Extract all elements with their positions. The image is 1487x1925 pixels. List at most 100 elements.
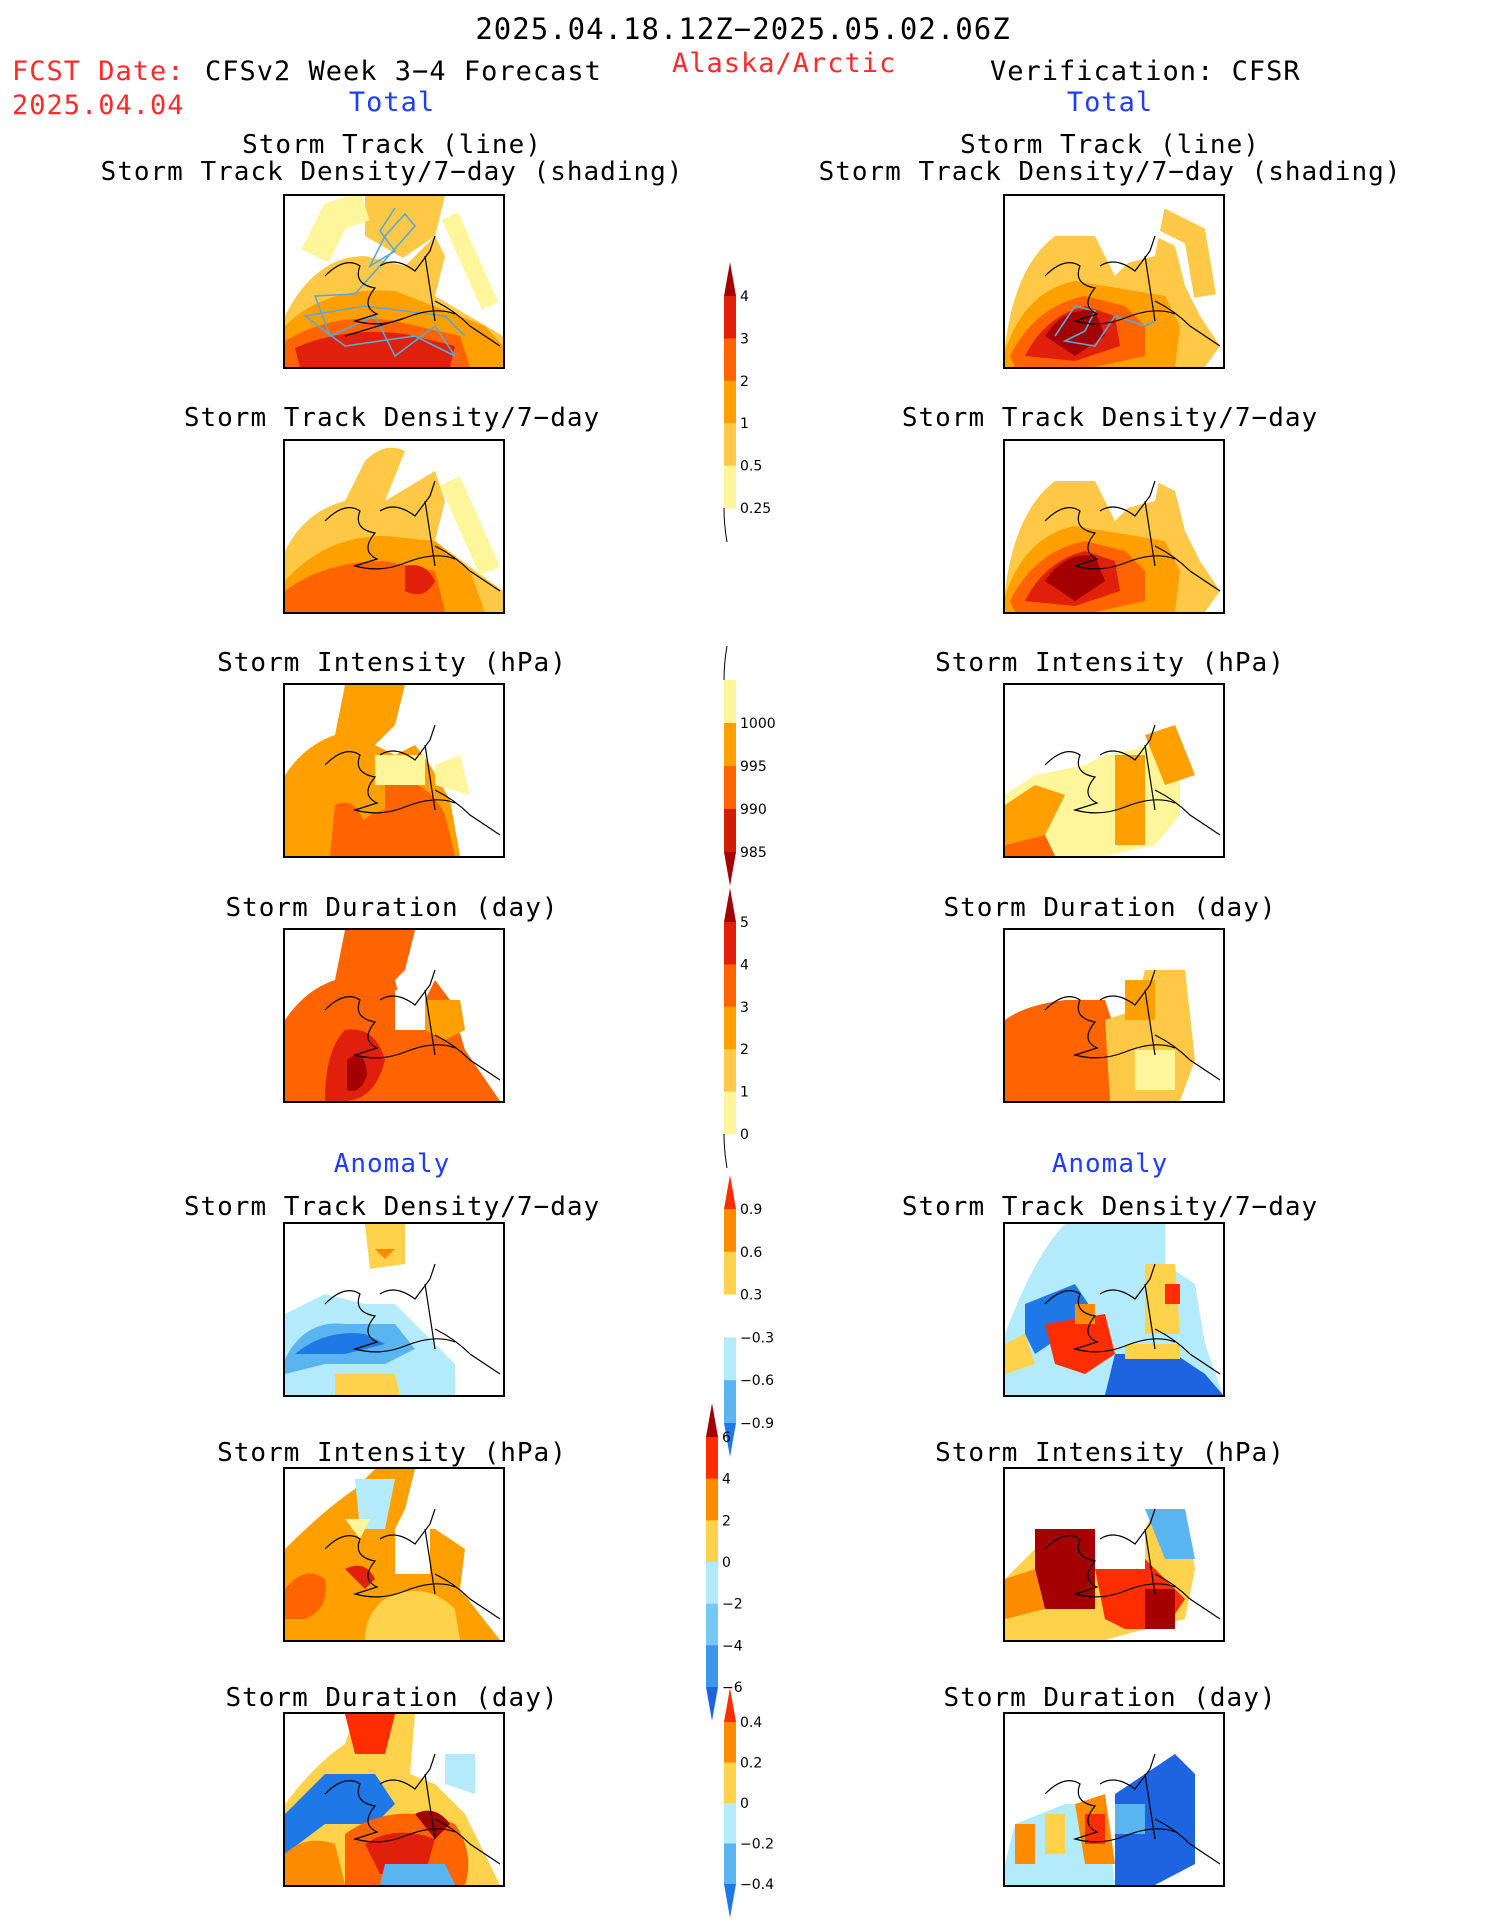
coastline <box>1044 235 1221 347</box>
colorbar-segment <box>724 922 736 965</box>
colorbar-tip-top <box>724 1688 736 1722</box>
coastline <box>1044 969 1221 1081</box>
colorbar-tick-label: 995 <box>740 759 767 775</box>
colorbar-segment <box>724 1762 736 1804</box>
colorbar-tick-label: 6 <box>722 1430 731 1446</box>
right-intensity-map <box>1003 683 1225 858</box>
colorbar-tip-top <box>724 1175 736 1209</box>
colorbar-segment <box>706 1437 718 1480</box>
colorbar-tick-label: 0.5 <box>740 459 762 475</box>
colorbar-tick-label: −0.2 <box>740 1837 774 1853</box>
left-intensity-anom-title: Storm Intensity (hPa) <box>217 1438 567 1468</box>
left-duration-title: Storm Duration (day) <box>225 893 559 923</box>
colorbar-tick-label: 990 <box>740 802 767 818</box>
colorbar-segment <box>724 423 736 467</box>
colorbar-segment <box>724 1091 736 1135</box>
colorbar-tick-label: 0.6 <box>740 1245 762 1261</box>
colorbar-segment <box>724 964 736 1008</box>
left-anomaly-label: Anomaly <box>333 1149 451 1179</box>
colorbar-segment <box>724 1803 736 1844</box>
colorbar-segment <box>724 766 736 810</box>
right-density-anom-map <box>1003 1222 1225 1397</box>
colorbar-tick-label: −0.6 <box>740 1373 774 1389</box>
coastline <box>324 969 501 1081</box>
colorbar-tip-bottom <box>706 1687 718 1721</box>
colorbar-tick-label: 4 <box>722 1472 731 1488</box>
left-density-title: Storm Track Density/7−day <box>183 403 601 433</box>
colorbar-tip-bottom <box>724 1884 736 1918</box>
coastline <box>324 724 501 836</box>
colorbar-duration-anomaly: 0.4 0.2 0 −0.2 −0.4 <box>718 1688 808 1918</box>
colorbar-segment <box>724 465 736 509</box>
colorbar-tick-label: 0.9 <box>740 1202 762 1218</box>
right-total-label: Total <box>1066 87 1154 118</box>
forecast-title: CFSv2 Week 3−4 Forecast <box>205 56 602 87</box>
colorbar-segment <box>706 1520 718 1563</box>
colorbar-segment <box>706 1478 718 1521</box>
right-track-map <box>1003 194 1225 369</box>
colorbar-tick-label: −0.4 <box>740 1877 774 1893</box>
colorbar-segment <box>724 338 736 382</box>
colorbar-tick-label: −0.9 <box>740 1416 774 1432</box>
right-track-title-1: Storm Track (line) <box>960 130 1260 160</box>
colorbar-segment <box>724 1337 736 1381</box>
right-duration-map <box>1003 928 1225 1103</box>
colorbar-segment <box>724 680 736 724</box>
colorbar-tick-label: 4 <box>740 957 749 973</box>
colorbar-segment <box>724 723 736 767</box>
colorbar-segment <box>724 1049 736 1093</box>
coastline <box>324 480 501 592</box>
right-intensity-anom-map <box>1003 1467 1225 1642</box>
left-intensity-map <box>283 683 505 858</box>
right-intensity-anom-title: Storm Intensity (hPa) <box>935 1438 1285 1468</box>
left-intensity-anom-map <box>283 1467 505 1642</box>
left-density-map <box>283 439 505 614</box>
colorbar-segment <box>724 1843 736 1885</box>
colorbar-tip-top <box>724 262 736 296</box>
colorbar-intensity-anomaly: 6 4 2 0 −2 −4 −6 <box>700 1403 790 1721</box>
coastline <box>324 1753 501 1865</box>
colorbar-duration: 5 4 3 2 1 0 <box>718 888 808 1168</box>
colorbar-tick-label: 985 <box>740 845 767 861</box>
colorbar-segment <box>724 1294 736 1338</box>
colorbar-tick-label: 0.2 <box>740 1756 762 1772</box>
date-range-title: 2025.04.18.12Z−2025.05.02.06Z <box>475 12 1011 46</box>
right-track-title-2: Storm Track Density/7−day (shading) <box>818 157 1402 187</box>
colorbar-tick-label: 1 <box>740 416 749 432</box>
colorbar-tick-label: 0 <box>740 1796 749 1812</box>
colorbar-tick-label: −4 <box>722 1638 743 1654</box>
colorbar-density-anomaly: 0.9 0.6 0.3 −0.3 −0.6 −0.9 <box>718 1175 808 1457</box>
colorbar-tick-label: 0 <box>740 1127 749 1143</box>
left-duration-anom-map <box>283 1712 505 1887</box>
colorbar-segment <box>724 296 736 339</box>
fcst-date-label: FCST Date: <box>12 56 185 87</box>
colorbar-tip-top <box>706 1403 718 1437</box>
colorbar-tip-bottom <box>724 1423 736 1457</box>
colorbar-tick-label: 5 <box>740 915 749 931</box>
left-duration-anom-title: Storm Duration (day) <box>225 1683 559 1713</box>
colorbar-segment <box>706 1645 718 1688</box>
colorbar-density: 4 3 2 1 0.5 0.25 <box>718 262 808 542</box>
right-duration-title: Storm Duration (day) <box>943 893 1277 923</box>
colorbar-tick-label: 1000 <box>740 716 776 732</box>
right-anomaly-label: Anomaly <box>1051 1149 1169 1179</box>
colorbar-tick-label: 0.4 <box>740 1715 762 1731</box>
colorbar-tick-label: 2 <box>722 1513 731 1529</box>
coastline <box>1044 1263 1221 1375</box>
left-duration-map <box>283 928 505 1103</box>
region-title: Alaska/Arctic <box>672 48 897 79</box>
colorbar-tick-label: −2 <box>722 1597 743 1613</box>
colorbar-tick-label: 0.3 <box>740 1288 762 1304</box>
colorbar-tick-label: −6 <box>722 1680 743 1696</box>
coastline <box>324 1263 501 1375</box>
coastline <box>1044 1508 1221 1620</box>
colorbar-tick-label: 0 <box>722 1555 731 1571</box>
right-duration-anom-map <box>1003 1712 1225 1887</box>
coastline <box>1044 724 1221 836</box>
left-intensity-title: Storm Intensity (hPa) <box>217 648 567 678</box>
colorbar-tip-line <box>723 507 728 542</box>
colorbar-segment <box>724 1722 736 1763</box>
colorbar-segment <box>724 1006 736 1050</box>
right-intensity-title: Storm Intensity (hPa) <box>935 648 1285 678</box>
verification-title: Verification: CFSR <box>990 56 1301 87</box>
